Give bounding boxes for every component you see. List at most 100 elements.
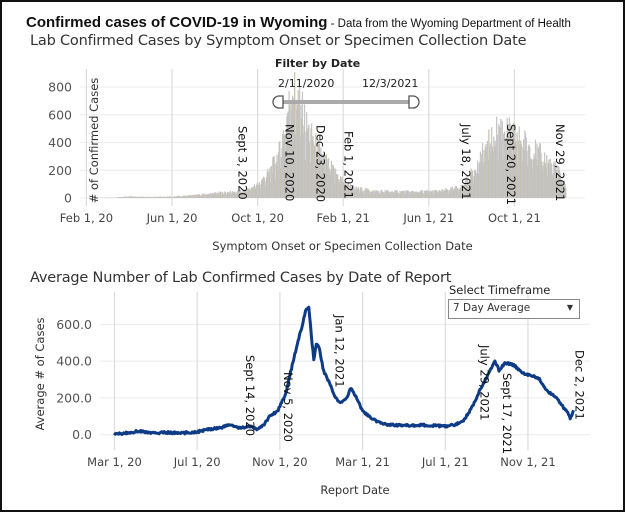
bar [126, 197, 128, 198]
bar [396, 190, 398, 198]
bar [428, 193, 430, 198]
slider-start-handle[interactable] [272, 95, 284, 109]
bar [519, 144, 521, 198]
slider-end-handle[interactable] [408, 95, 420, 109]
bar [454, 188, 456, 198]
bar [272, 156, 275, 198]
bar [361, 187, 363, 198]
bar [466, 175, 468, 198]
bar [195, 194, 197, 198]
bar [539, 143, 542, 198]
bar [259, 184, 261, 198]
bar [136, 196, 138, 198]
bar [510, 133, 512, 198]
bar [163, 196, 165, 198]
bar [401, 191, 403, 198]
bar [318, 143, 321, 198]
bar [347, 181, 349, 198]
bar [182, 196, 184, 198]
bar [472, 170, 474, 198]
bar [215, 192, 217, 198]
bar [183, 195, 185, 198]
x-axis-label: Report Date [320, 483, 389, 497]
filter-end-date[interactable]: 12/3/2021 [362, 77, 419, 90]
bar [464, 183, 466, 198]
bar [265, 185, 267, 198]
bar [264, 181, 266, 198]
x-tick-label: Jun 1, 21 [402, 211, 454, 225]
bar [481, 142, 484, 198]
bar [246, 188, 248, 198]
bar [391, 190, 393, 198]
x-tick-label: Feb 1, 21 [317, 211, 370, 225]
bar [239, 189, 241, 198]
bar [495, 146, 497, 198]
bar [412, 190, 414, 198]
annotation-label: Jan 12, 2021 [333, 314, 347, 388]
bar [515, 144, 518, 198]
bar [225, 194, 227, 198]
select-timeframe-label: Select Timeframe [449, 283, 551, 297]
bar [236, 190, 239, 198]
bar [143, 196, 145, 198]
bar [121, 196, 123, 198]
bar [532, 159, 534, 198]
bar [349, 183, 352, 198]
bar [455, 185, 457, 198]
bar [436, 190, 438, 198]
annotation-label: Nov 10, 2020 [282, 124, 296, 201]
bar [141, 197, 143, 198]
bar [333, 168, 335, 198]
bar [277, 165, 279, 198]
bar [229, 193, 231, 198]
bar [310, 128, 312, 198]
bar [529, 158, 532, 198]
bar [553, 168, 556, 198]
bar [217, 193, 220, 198]
date-range-slider[interactable] [272, 94, 422, 112]
bar [371, 191, 373, 198]
bar [559, 172, 561, 198]
bar [440, 190, 443, 198]
bar [539, 142, 541, 198]
bar [313, 146, 316, 198]
bar [203, 194, 205, 198]
bar [458, 188, 460, 198]
bar [363, 190, 365, 198]
bar [210, 193, 212, 198]
bar [157, 196, 160, 198]
bar [232, 193, 234, 198]
bar [460, 187, 462, 198]
bar [205, 195, 208, 198]
bar [467, 183, 470, 198]
y-tick-label: 800 [48, 80, 72, 95]
bar [156, 197, 158, 198]
bar [215, 195, 217, 198]
bar [500, 140, 503, 198]
bar [194, 195, 196, 198]
bar [421, 192, 423, 198]
bar [320, 147, 322, 198]
bar [315, 156, 318, 198]
bar [394, 190, 396, 198]
bar [381, 191, 383, 198]
bar [353, 186, 355, 198]
bar [197, 194, 199, 198]
bar [324, 173, 326, 198]
bar [524, 133, 527, 198]
bar [498, 126, 501, 198]
bar [486, 140, 489, 198]
bar [331, 168, 333, 198]
bar [294, 72, 296, 198]
bar [476, 160, 479, 198]
bar [337, 174, 339, 198]
bar [512, 122, 515, 198]
bar [354, 190, 356, 198]
bar [438, 190, 441, 198]
bar [516, 132, 518, 198]
bar [236, 192, 238, 198]
bar [178, 195, 180, 198]
filter-start-date[interactable]: 2/11/2020 [278, 77, 335, 90]
bar [414, 192, 417, 198]
timeframe-select[interactable]: 7 Day Average ▼ [448, 299, 580, 319]
